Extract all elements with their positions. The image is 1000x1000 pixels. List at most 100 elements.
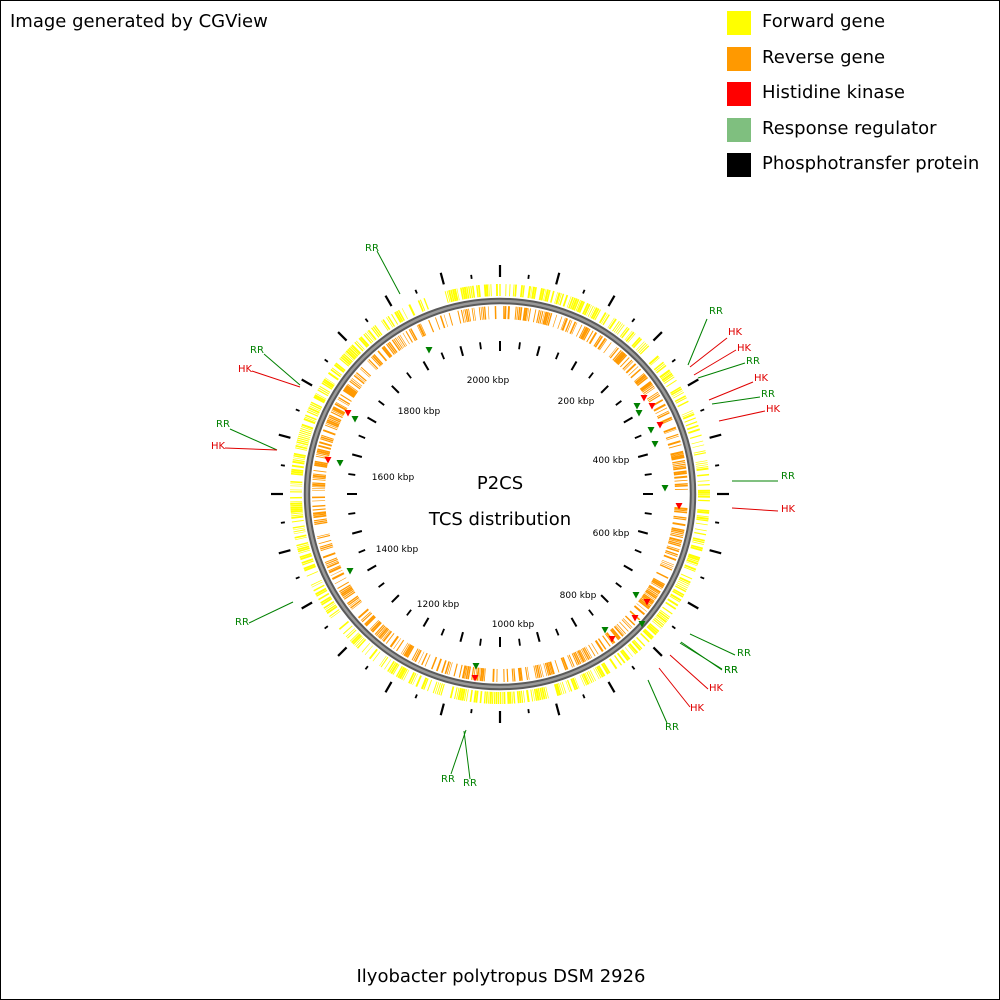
hk-marker-icon	[324, 457, 332, 464]
forward-gene-mark	[348, 347, 359, 357]
reverse-gene-mark	[320, 436, 334, 442]
reverse-gene-mark	[331, 572, 345, 580]
forward-gene-mark	[315, 393, 327, 400]
forward-gene-mark	[530, 689, 534, 702]
forward-gene-mark	[642, 629, 653, 640]
reverse-gene-mark	[665, 433, 679, 440]
forward-gene-mark	[300, 427, 313, 433]
forward-gene-mark	[298, 433, 311, 438]
ruler-tick	[518, 342, 521, 350]
reverse-gene-mark	[441, 660, 447, 674]
forward-gene-mark	[546, 289, 551, 302]
reverse-gene-mark	[326, 419, 340, 426]
phosphotransfer-protein-swatch-icon	[727, 153, 751, 177]
reverse-gene-mark	[312, 486, 326, 488]
forward-gene-mark	[300, 554, 313, 561]
forward-gene-mark	[327, 371, 339, 381]
reverse-gene-mark	[320, 544, 333, 550]
forward-gene-mark	[676, 582, 688, 589]
forward-gene-mark	[686, 559, 699, 565]
reverse-gene-mark	[355, 372, 367, 382]
outer-tick	[582, 694, 586, 699]
forward-gene-mark	[657, 612, 668, 621]
ruler-tick-label: 800 kbp	[560, 591, 597, 601]
forward-gene-mark	[518, 690, 522, 704]
reverse-gene-mark	[671, 527, 685, 532]
forward-gene-mark	[533, 688, 538, 701]
reverse-gene-mark	[414, 649, 422, 663]
ruler-tick	[600, 385, 609, 394]
reverse-gene-mark	[312, 474, 326, 478]
forward-gene-mark	[408, 672, 415, 684]
reverse-gene-mark	[312, 479, 326, 481]
forward-gene-mark	[412, 673, 418, 686]
reverse-gene-mark	[476, 667, 480, 681]
reverse-gene-mark	[320, 546, 334, 552]
reverse-gene-mark	[471, 308, 475, 322]
forward-gene-mark	[292, 525, 305, 529]
reverse-gene-mark	[327, 417, 340, 425]
reverse-gene-mark	[483, 306, 487, 320]
reverse-gene-mark	[653, 577, 666, 586]
forward-gene-mark	[371, 327, 380, 338]
reverse-gene-mark	[405, 330, 413, 343]
reverse-gene-mark	[672, 459, 686, 464]
reverse-gene-mark	[361, 612, 373, 623]
ruler-tick	[391, 385, 400, 394]
reverse-gene-mark	[332, 406, 346, 414]
forward-gene-mark	[395, 665, 403, 678]
forward-gene-mark	[675, 397, 687, 404]
forward-gene-mark	[309, 405, 321, 412]
hk-marker-icon	[471, 675, 479, 682]
reverse-gene-mark	[312, 511, 327, 515]
forward-gene-mark	[335, 362, 346, 372]
outer-tick	[470, 274, 473, 279]
ruler-tick	[536, 631, 541, 643]
callout-line	[687, 318, 708, 366]
forward-gene-mark	[304, 416, 316, 422]
forward-gene-mark	[415, 675, 422, 687]
forward-gene-mark	[367, 329, 377, 341]
reverse-gene-mark	[324, 557, 338, 564]
forward-gene-mark	[697, 509, 710, 512]
forward-gene-mark	[694, 528, 707, 532]
forward-gene-mark	[399, 667, 407, 680]
outer-tick	[700, 576, 705, 580]
outer-tick	[439, 272, 445, 285]
forward-gene-mark	[535, 688, 540, 701]
ruler-tick	[351, 530, 363, 535]
reverse-gene-mark	[673, 470, 687, 474]
reverse-gene-mark	[574, 651, 582, 665]
reverse-gene-mark	[465, 666, 470, 680]
reverse-gene-mark	[345, 384, 358, 394]
forward-gene-mark	[358, 337, 368, 348]
forward-gene-mark	[323, 378, 335, 387]
ruler-tick-label: 1000 kbp	[492, 620, 535, 630]
reverse-gene-mark	[340, 585, 352, 594]
reverse-gene-mark	[612, 349, 622, 361]
callout-line	[450, 729, 467, 775]
reverse-gene-mark	[602, 635, 611, 647]
reverse-gene-mark	[549, 661, 555, 675]
reverse-gene-mark	[667, 545, 680, 551]
forward-gene-mark	[296, 544, 309, 549]
forward-gene-mark	[453, 288, 459, 301]
forward-gene-mark	[313, 395, 325, 404]
outer-tick	[582, 289, 586, 294]
reverse-gene-mark	[625, 363, 637, 374]
callout-label: HK	[690, 703, 705, 714]
forward-gene-mark	[692, 539, 705, 544]
callout-label: RR	[709, 306, 723, 317]
forward-gene-mark	[352, 634, 363, 645]
forward-gene-mark	[317, 389, 329, 397]
forward-gene-mark	[420, 677, 428, 690]
forward-gene-mark	[555, 683, 562, 696]
forward-gene-mark	[483, 691, 486, 704]
forward-gene-mark	[696, 464, 708, 467]
rr-marker-icon	[601, 627, 609, 634]
ruler-tick	[637, 530, 649, 535]
rr-marker-icon	[351, 416, 359, 423]
legend-label: Response regulator	[762, 117, 937, 139]
reverse-gene-mark	[349, 598, 361, 607]
ruler-tick	[600, 594, 609, 603]
